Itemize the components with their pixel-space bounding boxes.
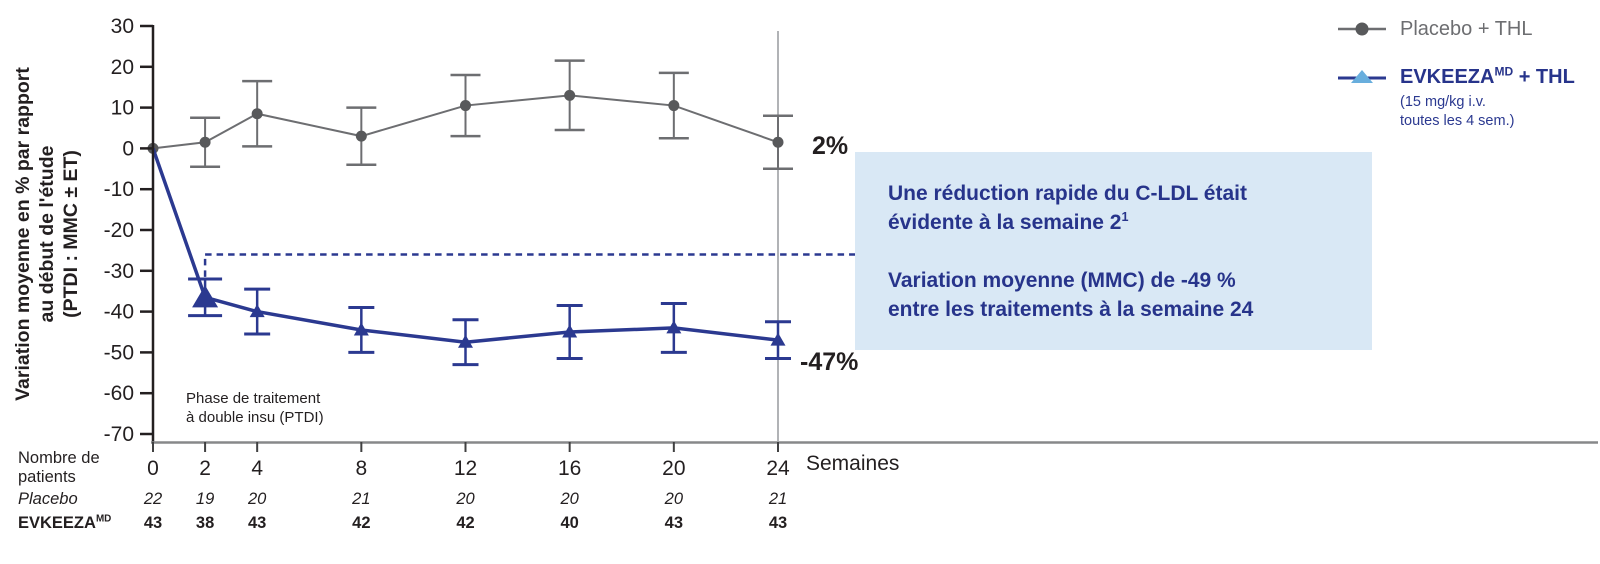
y-tick-label: -40 (104, 301, 134, 324)
placebo-marker-icon (199, 136, 211, 148)
evkeeza-marker-icon (770, 332, 786, 346)
placebo-n-value: 22 (143, 490, 163, 508)
legend-label-evkeeza: EVKEEZAMD + THL (1400, 64, 1575, 88)
dashed-connector (203, 253, 855, 277)
evkeeza-n-value: 38 (195, 514, 215, 532)
evkeeza-marker-icon (562, 324, 578, 338)
y-axis-title-line3: (PTDI : MMC ± ET) (60, 150, 83, 318)
evkeeza-marker-icon (249, 304, 265, 318)
placebo-line (152, 94, 779, 150)
legend-label-placebo: Placebo + THL (1400, 18, 1533, 40)
placebo-end-label: 2% (812, 132, 848, 160)
placebo-n-value: 21 (352, 490, 371, 508)
series-end-labels: 2% -47% (800, 132, 858, 376)
x-tick-label: 16 (558, 457, 581, 480)
key-message-box: Une réduction rapide du C-LDL était évide… (855, 152, 1372, 350)
x-tick-label: 20 (662, 457, 685, 480)
x-tick-label: 4 (251, 457, 263, 480)
y-tick-label: -70 (104, 423, 134, 446)
chart-legend: Placebo + THL EVKEEZAMD + THL (15 mg/kg … (1338, 18, 1598, 131)
legend-item-placebo: Placebo + THL (1338, 18, 1598, 40)
evkeeza-marker-icon (353, 322, 369, 336)
x-axis-unit-label: Semaines (806, 452, 900, 475)
x-tick-label: 24 (766, 457, 790, 480)
evkeeza-n-value: 43 (664, 514, 683, 532)
evkeeza-end-label: -47% (800, 348, 858, 376)
placebo-n-value: 20 (560, 490, 579, 508)
placebo-marker-icon (460, 100, 472, 112)
x-tick-label: 12 (454, 457, 477, 480)
patients-row-label-placebo: Placebo (18, 490, 78, 508)
placebo-n-value: 20 (664, 490, 683, 508)
y-tick-label: -10 (104, 178, 134, 201)
y-tick-label: -30 (104, 260, 134, 283)
evkeeza-n-value: 42 (352, 514, 371, 532)
evkeeza-legend-marker-icon (1338, 70, 1386, 83)
placebo-n-value: 20 (247, 490, 267, 508)
placebo-n-value: 20 (456, 490, 475, 508)
placebo-legend-marker-icon (1338, 22, 1386, 36)
y-tick-label: 30 (111, 15, 134, 38)
placebo-marker-icon (668, 100, 680, 112)
callout-paragraph-2: Variation moyenne (MMC) de -49 % entre le… (888, 268, 1254, 321)
y-tick-label: -50 (104, 341, 134, 364)
y-axis-title-line2: au début de l'étude (36, 145, 59, 323)
y-tick-label: 10 (111, 97, 134, 120)
placebo-marker-icon (564, 89, 576, 101)
placebo-series (147, 59, 794, 171)
y-axis-title-line1: Variation moyenne en % par rapport (12, 67, 34, 401)
y-axis-title: Variation moyenne en % par rapport au dé… (11, 14, 85, 454)
x-axis: 0 2 4 8 12 16 20 24 (147, 441, 1598, 480)
y-tick-label: -20 (104, 219, 134, 242)
callout-paragraph-1: Une réduction rapide du C-LDL était évide… (888, 182, 1247, 234)
evkeeza-n-value: 40 (560, 514, 579, 532)
svg-text:à double insu (PTDI): à double insu (PTDI) (186, 409, 324, 426)
evkeeza-n-value: 42 (456, 514, 475, 532)
phase-annotation: Phase de traitement à double insu (PTDI) (186, 390, 324, 426)
evkeeza-n-value: 43 (247, 514, 267, 532)
x-tick-label: 8 (355, 457, 367, 480)
evkeeza-marker-icon (192, 285, 219, 308)
legend-item-evkeeza: EVKEEZAMD + THL (15 mg/kg i.v. toutes le… (1338, 64, 1598, 131)
placebo-marker-icon (772, 136, 784, 148)
svg-text:Phase de traitement: Phase de traitement (186, 390, 321, 407)
placebo-n-value: 19 (195, 490, 215, 508)
y-axis: 30 20 10 0 -10 -20 -30 -40 -50 -60 -70 (104, 15, 155, 446)
y-tick-label: -60 (104, 382, 134, 405)
y-tick-label: 20 (111, 56, 134, 79)
evkeeza-n-value: 43 (143, 514, 163, 532)
x-tick-label: 0 (147, 457, 159, 480)
evkeeza-line (151, 147, 779, 344)
evkeeza-marker-icon (458, 334, 474, 348)
patients-table-header: Nombre de patients (18, 449, 100, 487)
x-tick-label: 2 (199, 457, 211, 480)
y-tick-label: 0 (122, 137, 134, 160)
placebo-marker-icon (355, 130, 367, 142)
placebo-n-value: 21 (768, 490, 788, 508)
evkeeza-n-value: 43 (768, 514, 788, 532)
evkeeza-marker-icon (666, 320, 682, 334)
legend-evkeeza-dose: (15 mg/kg i.v. toutes les 4 sem.) (1400, 94, 1515, 130)
patients-row-label-evkeeza: EVKEEZAMD (18, 513, 112, 532)
evkeeza-series (151, 147, 792, 367)
placebo-marker-icon (251, 108, 263, 120)
